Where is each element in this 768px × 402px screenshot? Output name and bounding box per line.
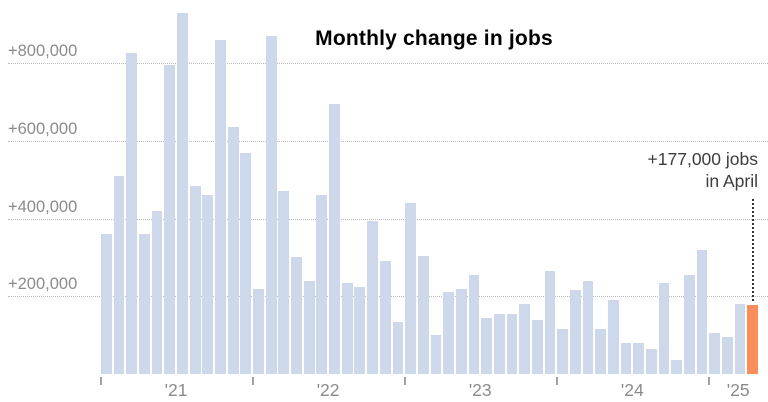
bar-2023-09 bbox=[506, 313, 518, 374]
x-year-label: '22 bbox=[316, 380, 340, 400]
gridline-600000 bbox=[8, 140, 768, 142]
bar-2021-08 bbox=[189, 185, 201, 374]
bar-2023-03 bbox=[430, 335, 442, 374]
bar-2023-07 bbox=[481, 317, 493, 374]
bar-2022-02 bbox=[265, 36, 277, 374]
bar-2025-01 bbox=[709, 333, 721, 374]
bar-2024-06 bbox=[620, 342, 632, 374]
bar-2024-04 bbox=[595, 329, 607, 374]
bar-2024-05 bbox=[607, 300, 619, 374]
bar-2023-12 bbox=[544, 271, 556, 374]
bar-2023-05 bbox=[455, 288, 467, 374]
y-axis-label: +800,000 bbox=[8, 42, 78, 61]
bar-2023-10 bbox=[519, 304, 531, 374]
x-year-label: '24 bbox=[620, 380, 644, 400]
bar-2024-01 bbox=[557, 329, 569, 374]
bar-2022-06 bbox=[316, 195, 328, 374]
bar-2021-02 bbox=[113, 175, 125, 374]
bar-2024-12 bbox=[696, 249, 708, 374]
bar-2022-05 bbox=[303, 280, 315, 374]
bar-2023-02 bbox=[417, 255, 429, 374]
bar-2023-04 bbox=[443, 292, 454, 374]
bar-2025-02 bbox=[722, 337, 733, 374]
bar-2021-10 bbox=[215, 39, 226, 374]
bar-2022-09 bbox=[354, 286, 366, 374]
bar-2024-09 bbox=[658, 282, 670, 374]
y-axis-label: +200,000 bbox=[8, 275, 78, 294]
x-year-label: '21 bbox=[164, 380, 188, 400]
bar-2022-12 bbox=[392, 321, 404, 374]
bar-2021-04 bbox=[139, 234, 150, 374]
x-tick-21 bbox=[100, 377, 102, 385]
bar-2022-01 bbox=[253, 288, 264, 374]
bar-2021-11 bbox=[227, 127, 239, 374]
x-tick-23 bbox=[404, 377, 406, 385]
bar-2023-08 bbox=[493, 313, 505, 374]
y-axis-label: +400,000 bbox=[8, 197, 78, 216]
april-annotation: +177,000 jobs in April bbox=[648, 148, 758, 192]
bar-2024-11 bbox=[684, 274, 695, 374]
bar-2024-07 bbox=[633, 342, 645, 374]
bar-2022-07 bbox=[329, 103, 340, 374]
bar-2021-07 bbox=[177, 12, 188, 374]
x-year-label: '23 bbox=[468, 380, 492, 400]
bar-2021-12 bbox=[240, 152, 252, 374]
x-year-label: '25 bbox=[726, 380, 750, 400]
bar-2021-05 bbox=[151, 210, 163, 374]
bar-2023-06 bbox=[468, 274, 480, 374]
bar-2021-01 bbox=[101, 234, 112, 374]
bar-2024-10 bbox=[671, 360, 683, 374]
bar-2022-03 bbox=[278, 191, 290, 374]
annotation-line1: +177,000 jobs bbox=[647, 149, 758, 169]
bar-2025-03 bbox=[734, 304, 746, 374]
bar-2024-03 bbox=[582, 280, 594, 374]
gridline-800000 bbox=[8, 63, 768, 65]
bar-2025-04 bbox=[747, 305, 759, 374]
bar-2024-08 bbox=[645, 348, 657, 374]
gridline-400000 bbox=[8, 218, 768, 220]
bar-2024-02 bbox=[569, 290, 581, 374]
bar-2021-03 bbox=[126, 53, 138, 374]
bar-2022-08 bbox=[341, 282, 353, 374]
annotation-line2: in April bbox=[705, 171, 758, 191]
x-tick-24 bbox=[556, 377, 558, 385]
bar-2023-01 bbox=[405, 203, 416, 374]
bar-2022-04 bbox=[291, 257, 302, 374]
bar-2023-11 bbox=[531, 319, 543, 374]
y-axis-label: +600,000 bbox=[8, 119, 78, 138]
annotation-leader-line bbox=[751, 199, 754, 302]
x-tick-22 bbox=[252, 377, 254, 385]
bar-2022-11 bbox=[379, 261, 391, 374]
bar-2022-10 bbox=[367, 220, 378, 374]
bar-2021-09 bbox=[202, 195, 214, 374]
chart-title: Monthly change in jobs bbox=[315, 27, 553, 50]
x-tick-25 bbox=[708, 377, 710, 385]
bar-2021-06 bbox=[164, 65, 176, 374]
